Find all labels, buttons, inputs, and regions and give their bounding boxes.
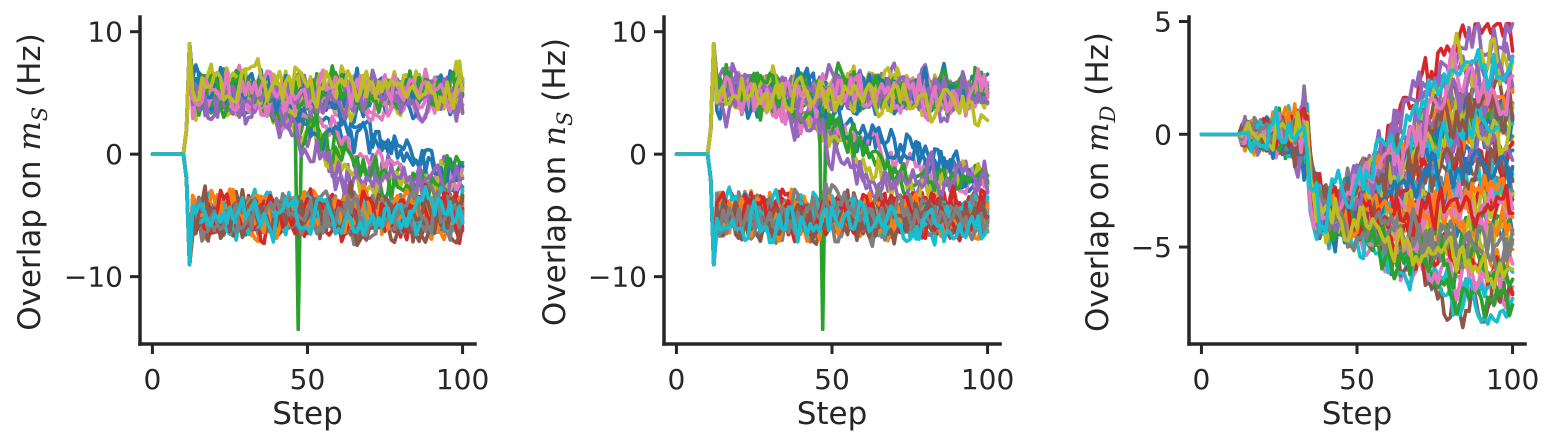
x-tick-label: 100: [1486, 363, 1539, 396]
chart-panel-1: 0 50 100 −10 0 10 Step Overlap on mS (Hz): [12, 15, 489, 432]
x-tick-label: 50: [1339, 363, 1375, 396]
x-tick-label: 50: [814, 363, 850, 396]
series-line: [674, 152, 990, 267]
x-tick-label: 50: [290, 363, 326, 396]
y-tick-label: 0: [105, 138, 123, 171]
x-tick-label: 100: [961, 363, 1014, 396]
series-line: [674, 42, 990, 156]
y-tick-label: 0: [1154, 118, 1172, 151]
y-tick-label: −10: [588, 261, 647, 294]
y-axis-title: Overlap on nS (Hz): [537, 38, 577, 326]
series-line: [674, 42, 990, 156]
chart-panel-2: 0 50 100 −10 0 10 Step Overlap on nS (Hz): [537, 15, 1014, 432]
x-axis-title: Step: [1322, 396, 1393, 432]
x-tick-label: 0: [143, 363, 161, 396]
series-group: [674, 42, 990, 332]
y-tick-label: 5: [1154, 6, 1172, 39]
y-axis-title: Overlap on mD (Hz): [1080, 32, 1120, 332]
series-group: [1199, 22, 1515, 330]
series-line: [1199, 111, 1515, 290]
x-tick-label: 0: [1193, 363, 1211, 396]
y-tick-label: −5: [1131, 231, 1172, 264]
y-tick-label: −10: [64, 261, 123, 294]
series-line: [150, 152, 465, 267]
series-line: [150, 42, 465, 156]
x-tick-label: 0: [668, 363, 686, 396]
series-line: [674, 152, 990, 267]
series-group: [150, 42, 465, 332]
x-tick-label: 100: [436, 363, 489, 396]
y-tick-label: 10: [611, 16, 647, 49]
x-axis-title: Step: [797, 396, 868, 432]
y-tick-label: 10: [87, 16, 123, 49]
series-line: [1199, 48, 1515, 234]
chart-panel-3: 0 50 100 −5 0 5 Step Overlap on mD (Hz): [1080, 6, 1539, 432]
y-tick-label: 0: [629, 138, 647, 171]
y-axis-title: Overlap on mS (Hz): [12, 33, 52, 331]
x-axis-title: Step: [272, 396, 343, 432]
series-line: [150, 152, 465, 267]
